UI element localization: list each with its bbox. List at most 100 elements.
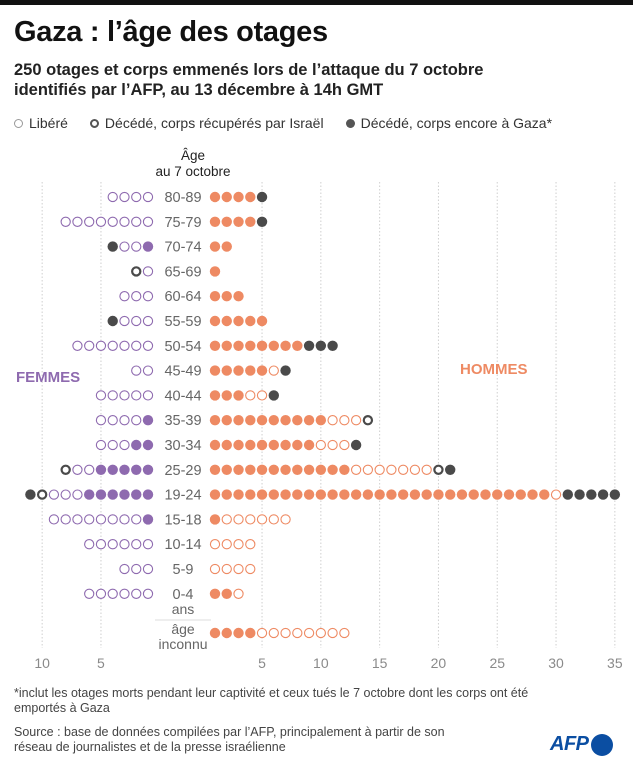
dot-released	[131, 514, 142, 525]
dot-held	[233, 627, 244, 639]
dot-held	[539, 489, 550, 500]
dot-released	[131, 340, 142, 351]
dot-released	[119, 514, 130, 525]
legend-label: Décédé, corps récupérés par Israël	[104, 115, 324, 131]
dot-held	[221, 464, 232, 475]
dot-held	[315, 415, 327, 426]
dot-released	[550, 489, 562, 500]
dot-released	[72, 489, 83, 500]
filled-circle-icon	[345, 118, 355, 128]
age-label: 0-4	[173, 587, 194, 603]
dot-held	[209, 241, 221, 252]
dot-held	[245, 415, 256, 426]
dot-released	[131, 390, 142, 401]
dot-released	[142, 315, 154, 327]
dot-held	[268, 439, 279, 451]
dot-released	[409, 464, 421, 475]
dot-held	[409, 489, 421, 500]
dot-held	[303, 489, 315, 500]
dot-in-gaza	[256, 216, 268, 227]
dot-held	[256, 340, 268, 351]
dot-released	[268, 627, 279, 639]
dot-held	[131, 489, 142, 500]
dot-released	[327, 415, 338, 426]
dot-held	[142, 514, 154, 525]
dot-held	[268, 415, 279, 426]
dot-released	[95, 539, 107, 550]
dot-released	[107, 191, 118, 203]
dot-released	[315, 439, 326, 451]
dot-in-gaza	[350, 439, 362, 451]
dot-held	[421, 489, 432, 500]
dot-held	[515, 489, 526, 500]
dot-held	[142, 464, 154, 475]
dot-held	[95, 489, 107, 500]
dot-released	[107, 415, 118, 426]
dot-held	[303, 464, 315, 475]
dot-recovered	[60, 464, 71, 475]
dot-released	[350, 415, 362, 426]
dot-held	[233, 340, 244, 351]
dot-released	[268, 365, 279, 376]
dot-held	[256, 464, 268, 475]
men-label: HOMMES	[460, 361, 528, 378]
dot-released	[119, 415, 130, 426]
dot-held	[233, 216, 244, 227]
dot-in-gaza	[562, 489, 573, 500]
x-tick-label-men: 15	[372, 655, 388, 671]
dot-released	[84, 340, 95, 351]
x-tick-label-men: 35	[607, 655, 623, 671]
dot-released	[131, 315, 142, 327]
dot-held	[209, 514, 221, 525]
dot-held	[107, 489, 118, 500]
dot-released	[233, 539, 244, 550]
dot-released	[119, 291, 130, 302]
subtitle-line-1: 250 otages et corps emmenés lors de l’at…	[14, 61, 484, 79]
x-tick-label-women: 10	[34, 655, 50, 671]
dot-held	[480, 489, 491, 500]
dot-released	[256, 390, 268, 401]
dot-released	[303, 627, 315, 639]
age-label-suffix: inconnu	[158, 636, 207, 652]
age-label: 35-39	[164, 413, 201, 429]
dot-held	[327, 464, 338, 475]
dot-released	[350, 464, 362, 475]
dot-held	[221, 241, 232, 252]
dot-held	[221, 365, 232, 376]
dot-released	[131, 539, 142, 550]
dot-held	[95, 464, 107, 475]
dot-released	[209, 539, 221, 550]
dot-held	[233, 315, 244, 327]
top-rule	[0, 0, 633, 5]
dot-released	[131, 563, 142, 575]
dot-held	[233, 291, 244, 302]
dot-in-gaza	[327, 340, 338, 351]
dot-held	[209, 464, 221, 475]
age-axis-title: Âge au 7 octobre	[150, 148, 236, 180]
age-label-suffix: ans	[172, 601, 195, 617]
women-label: FEMMES	[16, 369, 80, 386]
x-tick-label-men: 25	[489, 655, 505, 671]
dot-held	[386, 489, 397, 500]
dot-released	[84, 216, 95, 227]
dot-recovered	[131, 266, 142, 277]
dot-released	[72, 216, 83, 227]
dot-released	[398, 464, 409, 475]
dot-held	[142, 489, 154, 500]
dot-released	[131, 588, 142, 599]
dot-held	[84, 489, 95, 500]
dot-released	[119, 340, 130, 351]
dot-released	[48, 514, 60, 525]
dot-released	[119, 241, 130, 252]
dot-held	[119, 489, 130, 500]
age-label: 75-79	[164, 215, 201, 231]
dot-released	[362, 464, 374, 475]
age-label: 25-29	[164, 463, 201, 479]
dot-held	[315, 464, 327, 475]
dot-released	[84, 539, 95, 550]
dot-released	[142, 588, 154, 599]
dot-released	[142, 365, 154, 376]
dot-held	[233, 390, 244, 401]
dot-held	[209, 191, 221, 203]
